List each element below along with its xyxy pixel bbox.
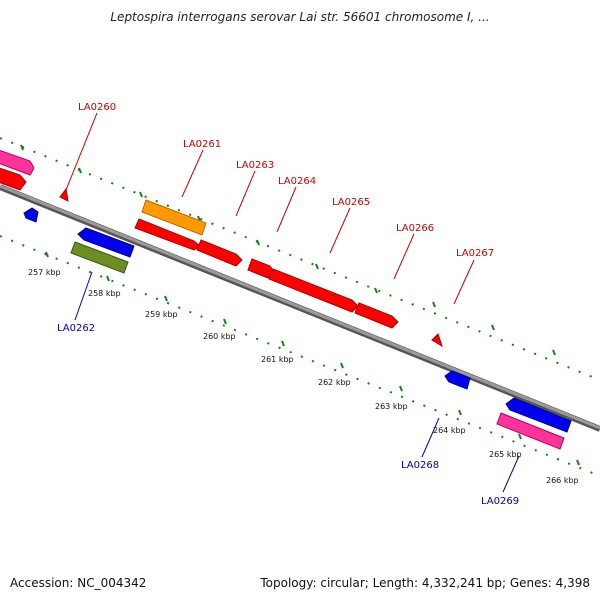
gene-feature[interactable] [354,302,399,329]
scale-label: 257 kbp [28,268,61,277]
scale-label: 262 kbp [318,378,351,387]
scale-label: 266 kbp [546,476,579,485]
gene-feature[interactable] [141,199,207,236]
scale-label: 264 kbp [433,426,466,435]
gene-label[interactable]: LA0264 [278,176,316,187]
gene-label[interactable]: LA0262 [57,323,95,334]
scale-label: 265 kbp [489,450,522,459]
accession-text: Accession: NC_004342 [10,576,147,590]
gene-feature[interactable] [23,207,39,223]
gene-label[interactable]: LA0268 [401,460,439,471]
lower-major-ticks [45,251,580,466]
gene-label[interactable]: LA0261 [183,139,221,150]
map-title: Leptospira interrogans serovar Lai str. … [110,10,490,24]
scale-label: 263 kbp [375,402,408,411]
gene-label[interactable]: LA0267 [456,248,494,259]
gene-feature[interactable] [0,147,35,176]
label-connectors [65,112,520,493]
gene-label[interactable]: LA0266 [396,223,434,234]
scale-label: 258 kbp [88,289,121,298]
topology-summary: Topology: circular; Length: 4,332,241 bp… [260,576,590,590]
gene-feature[interactable] [444,370,471,390]
gene-feature[interactable] [59,187,69,202]
gene-label[interactable]: LA0263 [236,160,274,171]
gene-feature[interactable] [431,333,443,348]
scale-label: 259 kbp [145,310,178,319]
scale-label: 261 kbp [261,355,294,364]
lower-tick-track [0,235,600,477]
upper-major-ticks [20,144,556,356]
scale-label: 260 kbp [203,332,236,341]
gene-feature[interactable] [77,227,135,258]
gene-feature[interactable] [134,218,201,251]
gene-feature[interactable] [268,268,359,313]
gene-label[interactable]: LA0260 [78,102,116,113]
gene-feature[interactable] [496,412,565,450]
gene-feature[interactable] [70,241,129,274]
gene-feature[interactable] [505,397,572,433]
gene-feature[interactable] [0,165,27,191]
gene-feature[interactable] [196,239,243,267]
gene-label[interactable]: LA0269 [481,496,519,507]
gene-label[interactable]: LA0265 [332,197,370,208]
